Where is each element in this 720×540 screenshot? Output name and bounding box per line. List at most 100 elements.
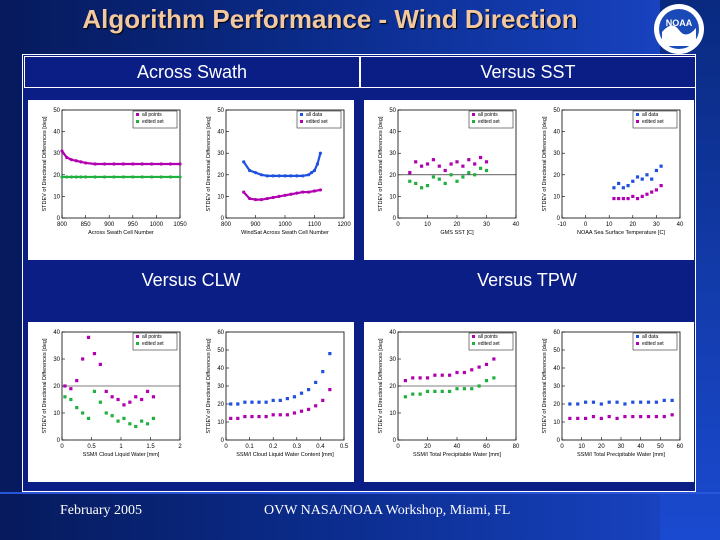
data-point [243, 415, 247, 419]
panel-header-across-swath: Across Swath [24, 56, 360, 88]
data-point [607, 400, 611, 404]
legend-swatch [472, 335, 475, 338]
data-point [635, 175, 640, 179]
x-axis-label: Across Swath Cell Number [88, 230, 154, 236]
footer-date: February 2005 [60, 503, 143, 518]
data-point [621, 186, 625, 190]
x-tick-label: 0 [224, 444, 228, 450]
chart-3-left: 0 20 40 60 80 0 10 20 30 40 SSM/I Total Precipitab… [378, 330, 520, 458]
x-tick-label: -10 [558, 222, 567, 228]
data-point [650, 190, 654, 194]
data-point [437, 164, 441, 168]
data-point [314, 404, 318, 408]
data-point [650, 177, 654, 181]
x-axis-label: NOAA Sea Surface Temperature [C] [577, 230, 665, 236]
legend-swatch [636, 335, 639, 338]
data-point [639, 400, 643, 404]
data-point [612, 186, 616, 190]
y-tick-label: 30 [553, 384, 560, 390]
y-tick-label: 30 [389, 151, 396, 157]
data-point [314, 380, 318, 384]
data-point [151, 395, 156, 399]
legend-swatch [472, 113, 475, 116]
series-line [61, 150, 180, 166]
data-point [631, 400, 635, 404]
chart-2-right: 0 0.1 0.2 0.3 0.4 0.5 0 10 20 30 40 50 60 SSM/I Cloud… [206, 330, 349, 458]
y-axis-label: STDEV of Directional Differences [deg] [42, 338, 48, 433]
legend-label: all data [642, 334, 658, 340]
chart-svg-1: 0 10 20 30 40 0 10 20 30 40 50 GMS SST [C] STDEV of … [378, 108, 684, 236]
data-point [615, 416, 619, 420]
data-point [477, 365, 481, 369]
legend-swatch [136, 120, 139, 123]
data-point [621, 196, 625, 201]
chart-panel-across-swath: 800 850 900 950 1000 1050 0 10 20 30 40 50 Across Sw… [28, 100, 354, 260]
legend-label: edited set [478, 341, 500, 347]
legend-box [468, 332, 514, 351]
y-tick-label: 10 [53, 411, 60, 417]
y-axis-label: STDEV of Directional Differences [deg] [206, 116, 212, 211]
data-point [448, 389, 452, 393]
y-tick-label: 10 [53, 194, 60, 200]
data-point [654, 415, 658, 419]
data-point [271, 413, 275, 417]
x-tick-label: 800 [57, 222, 68, 228]
data-point [98, 400, 102, 404]
data-point [229, 416, 233, 420]
data-point [81, 357, 85, 361]
y-tick-label: 20 [553, 402, 560, 408]
x-tick-label: 20 [598, 444, 605, 450]
y-axis-label: STDEV of Directional Differences [deg] [378, 116, 384, 211]
data-point [612, 196, 616, 201]
data-point [116, 397, 120, 402]
x-axis-label: SSM/I Total Precipitable Water [mm] [413, 452, 501, 458]
y-tick-label: 0 [393, 438, 397, 444]
x-tick-label: 0.1 [245, 444, 254, 450]
data-point [69, 387, 73, 391]
data-point [86, 335, 91, 339]
x-tick-label: 80 [513, 444, 520, 450]
data-point [236, 416, 240, 420]
data-point [431, 175, 435, 179]
legend-box [632, 332, 678, 351]
chart-0-left: 800 850 900 950 1000 1050 0 10 20 30 40 50 Across Sw… [42, 108, 187, 236]
series-line [242, 152, 322, 177]
data-point [455, 179, 459, 183]
legend-label: edited set [642, 341, 664, 347]
data-point [639, 415, 643, 419]
data-point [646, 415, 651, 419]
chart-1-left: 0 10 20 30 40 0 10 20 30 40 50 GMS SST [C] STDEV of … [378, 108, 520, 236]
x-tick-label: 2 [178, 444, 182, 450]
data-point [584, 400, 588, 404]
data-point [484, 168, 489, 173]
data-point [631, 194, 635, 198]
data-point [110, 395, 114, 399]
data-point [626, 196, 630, 201]
data-point [307, 388, 311, 392]
data-point [462, 387, 466, 391]
legend-swatch [472, 342, 475, 345]
data-point [461, 175, 465, 179]
x-tick-label: 900 [104, 222, 115, 228]
x-tick-label: 1 [119, 444, 123, 450]
legend-label: edited set [478, 119, 500, 125]
plot-frame [225, 331, 345, 441]
data-point [492, 357, 496, 361]
chart-panel-versus-tpw: 0 20 40 60 80 0 10 20 30 40 SSM/I Total Precipitab… [364, 322, 694, 482]
data-point [257, 415, 261, 419]
data-point [75, 406, 79, 410]
data-point [455, 370, 459, 375]
y-tick-label: 30 [53, 357, 60, 363]
y-tick-label: 40 [217, 366, 224, 372]
data-point [328, 388, 332, 392]
x-tick-label: 60 [483, 444, 490, 450]
data-point [654, 188, 658, 192]
y-tick-label: 20 [53, 384, 60, 390]
y-tick-label: 40 [53, 330, 60, 336]
legend-label: edited set [142, 119, 164, 125]
y-tick-label: 40 [217, 130, 224, 136]
x-axis-label: WindSat Across Swath Cell Number [241, 230, 329, 236]
data-point [623, 402, 627, 406]
